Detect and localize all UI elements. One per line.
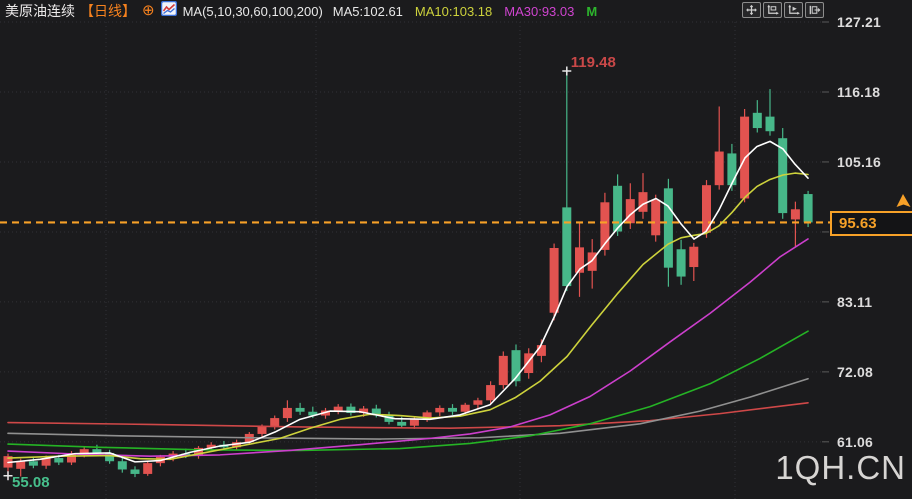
ma5-readout: MA5:102.61 [332, 3, 403, 19]
candle-body [409, 418, 419, 426]
candle-body [575, 247, 584, 273]
candle-body [41, 458, 51, 466]
ma100-line [7, 377, 809, 440]
price-up-arrow-icon [893, 194, 912, 214]
candle-body [117, 461, 127, 470]
axis-price-label: 72.08 [837, 363, 874, 380]
candle-body [765, 116, 775, 132]
axis-flag-icon[interactable] [763, 2, 782, 18]
candle-body [676, 249, 686, 277]
candle-body [79, 449, 89, 454]
candle-body [54, 458, 64, 463]
candle-body [92, 449, 102, 453]
axis-price-label: 127.21 [837, 14, 882, 30]
candle-body [295, 407, 305, 412]
candle-body [524, 353, 534, 374]
candle-body [549, 247, 559, 313]
candle-body [232, 442, 242, 448]
candle-body [613, 185, 623, 232]
candle-body [397, 421, 407, 426]
candle-body [371, 408, 381, 415]
ma60-line [7, 330, 809, 452]
ma10-line [7, 172, 809, 461]
candle-body [727, 153, 737, 186]
candle-body [346, 406, 356, 414]
candle-body [803, 194, 813, 223]
candle-body [181, 453, 191, 456]
axis-price-label: 116.18 [837, 84, 881, 100]
axis-price-label: 105.16 [837, 153, 882, 170]
crosshair-move-icon[interactable] [742, 2, 761, 18]
ma60-readout-truncated: M [586, 3, 598, 19]
ma30-readout: MA30:93.03 [504, 3, 575, 19]
candle-body [486, 385, 496, 401]
candle-body [714, 151, 724, 186]
candle-body [752, 112, 762, 129]
candle-body [689, 246, 699, 268]
candle-body [638, 192, 648, 212]
candle-body [651, 199, 661, 236]
candle-body [790, 209, 800, 220]
candle-body [28, 461, 38, 466]
candle-body [702, 185, 711, 233]
candle-body [384, 414, 394, 422]
candle-body [270, 418, 280, 427]
candle-body [473, 400, 483, 405]
candle-body [105, 452, 115, 462]
axis-play-icon[interactable] [784, 2, 803, 18]
candle-body [282, 407, 292, 419]
candle-body [130, 469, 140, 474]
chart-type-icon[interactable] [160, 0, 177, 21]
chart-toolbar [742, 2, 824, 18]
candle-body [511, 350, 521, 382]
candle-body [663, 188, 673, 268]
candle-body [16, 461, 26, 469]
candle-body [625, 199, 635, 224]
candle-body [67, 453, 76, 463]
period-selector[interactable]: 【日线】 [80, 3, 136, 19]
low-marker-cross [3, 471, 13, 481]
export-right-icon[interactable] [805, 2, 824, 18]
candle-body [257, 426, 267, 434]
add-indicator-icon[interactable]: ⊕ [142, 2, 155, 19]
candle-body [194, 447, 203, 456]
current-price-value: 95.63 [839, 214, 877, 232]
current-price-box: 95.63 [830, 210, 912, 236]
ma10-readout: MA10:103.18 [414, 3, 493, 19]
ma-params-label: MA(5,10,30,60,100,200) [182, 3, 323, 19]
axis-price-label: 61.06 [837, 433, 874, 450]
candle-body [143, 463, 153, 474]
candle-body [333, 406, 343, 411]
candle-body [206, 444, 216, 448]
candle-body [498, 355, 508, 386]
chart-header: 美原油连续 【日线】 ⊕ MA(5,10,30,60,100,200) MA5:… [5, 0, 598, 21]
candle-body [587, 252, 597, 271]
ma30-line [7, 238, 809, 457]
candle-body [600, 202, 610, 250]
candle-body [422, 412, 432, 419]
ma200-line [7, 402, 809, 430]
candle-body [448, 407, 457, 412]
high-marker-cross [562, 66, 572, 76]
period-low-label: 55.08 [12, 473, 50, 491]
period-high-label: 119.48 [570, 54, 616, 72]
candle-body [460, 404, 470, 412]
watermark: 1QH.CN [775, 449, 906, 486]
candle-body [562, 207, 572, 287]
candle-body [536, 345, 546, 356]
candle-body [359, 408, 369, 414]
symbol-name[interactable]: 美原油连续 [5, 3, 75, 19]
candle-body [435, 407, 445, 413]
axis-price-label: 83.11 [837, 293, 873, 310]
ma5-line [7, 140, 809, 464]
candle-body [308, 411, 318, 416]
